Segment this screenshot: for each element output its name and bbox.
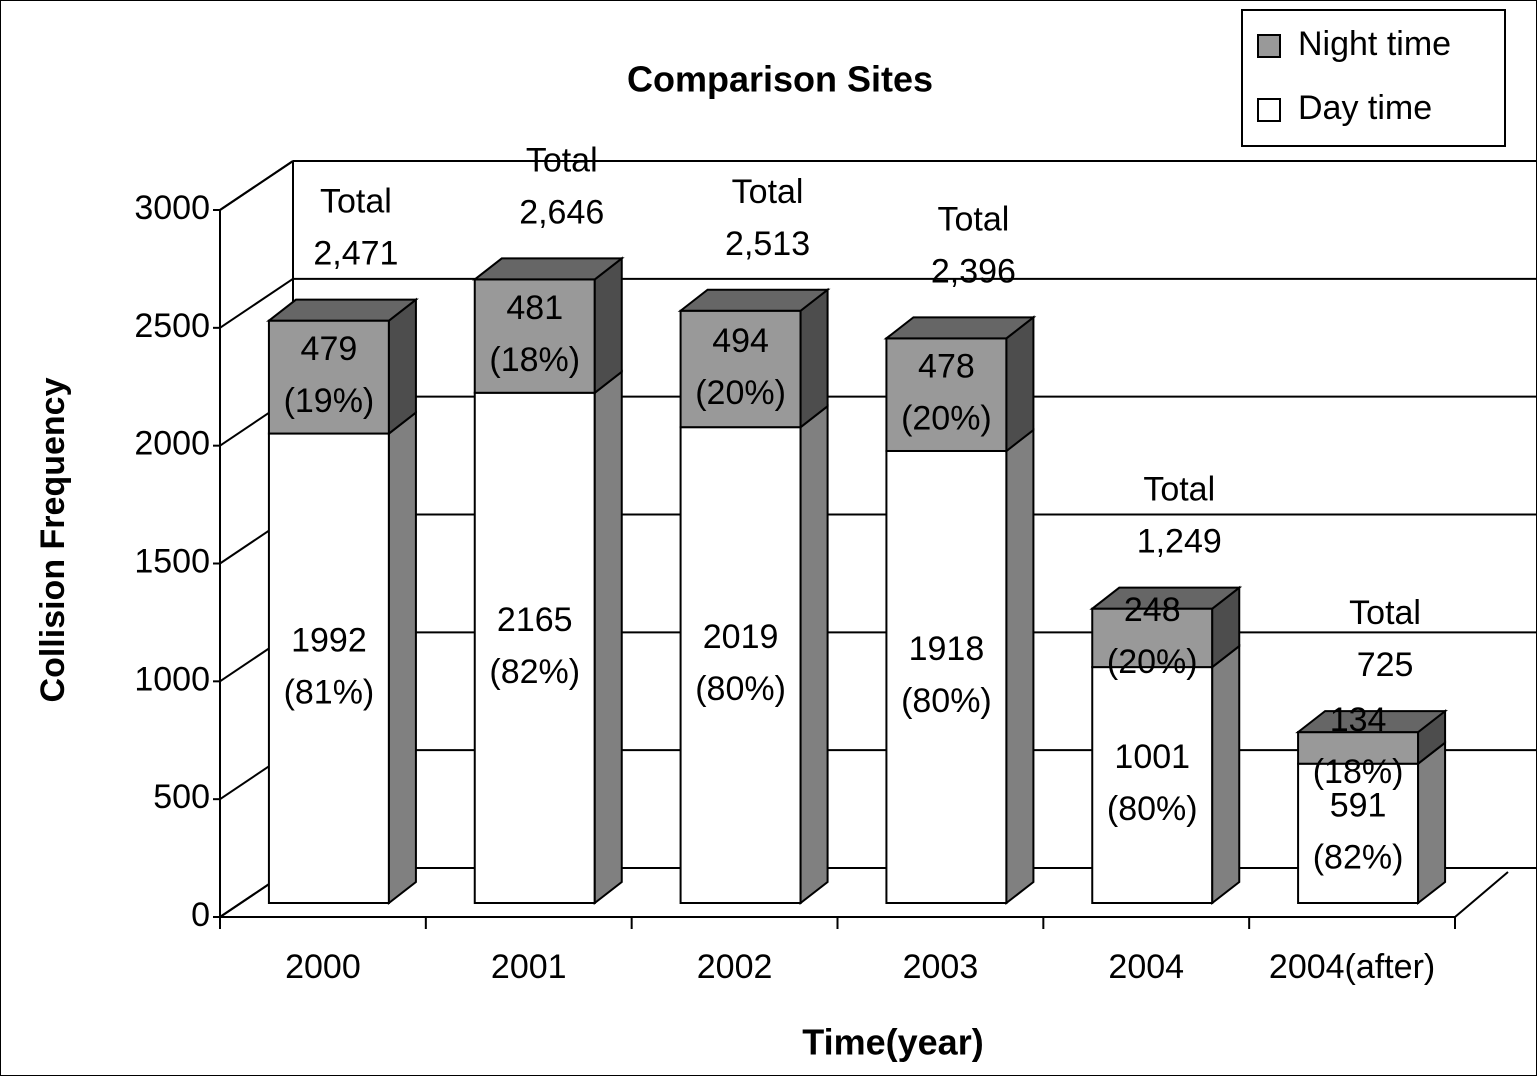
x-tick-label: 2004(after) <box>1269 948 1435 986</box>
value-label: 1992 <box>291 621 367 659</box>
legend-label: Day time <box>1298 89 1432 127</box>
value-label: (82%) <box>1313 838 1404 876</box>
value-label: 494 <box>712 322 769 360</box>
value-label: (18%) <box>489 341 580 379</box>
bar-front <box>885 337 1008 452</box>
x-tick-label: 2001 <box>491 948 567 986</box>
bar-front <box>473 391 596 904</box>
grid-line <box>219 160 294 211</box>
value-label: 2019 <box>703 618 779 656</box>
y-tick-label: 3000 <box>134 189 210 227</box>
bar-side <box>387 410 417 906</box>
value-label: (80%) <box>901 682 992 720</box>
y-axis-label: Collision Frequency <box>34 377 72 702</box>
value-label: (18%) <box>1313 753 1404 791</box>
total-label: 2,646 <box>519 193 604 231</box>
total-label: Total <box>526 141 598 179</box>
value-label: (82%) <box>489 653 580 691</box>
bar-front <box>679 426 802 904</box>
chart-title: Comparison Sites <box>627 59 933 100</box>
bar-side <box>1005 315 1035 454</box>
total-label: 725 <box>1357 646 1414 684</box>
value-label: 1918 <box>909 630 985 668</box>
bar-side <box>593 369 623 906</box>
legend <box>1241 9 1506 147</box>
value-label: (80%) <box>1107 790 1198 828</box>
value-label: 481 <box>506 289 563 327</box>
y-tick-label: 0 <box>191 896 210 934</box>
total-label: 1,249 <box>1137 523 1222 561</box>
total-label: Total <box>1349 594 1421 632</box>
bar-side <box>1005 427 1035 906</box>
value-label: 2165 <box>497 601 573 639</box>
bar-side <box>387 297 417 436</box>
total-label: Total <box>732 173 804 211</box>
bar-front <box>1091 666 1214 904</box>
value-label: 1001 <box>1114 738 1190 776</box>
total-label: Total <box>938 200 1010 238</box>
legend-swatch <box>1257 34 1281 58</box>
bar-front <box>267 432 390 904</box>
bar-top <box>1089 586 1243 610</box>
value-label: (81%) <box>284 673 375 711</box>
bar-side <box>799 404 829 906</box>
bar-top <box>266 298 419 322</box>
bar-top <box>1295 710 1448 734</box>
bar-top <box>883 316 1037 340</box>
bar-top <box>677 288 831 312</box>
x-axis-label: Time(year) <box>802 1022 983 1063</box>
value-label: 479 <box>301 330 358 368</box>
value-label: 248 <box>1124 591 1181 629</box>
x-tick-label: 2004 <box>1108 948 1184 986</box>
value-label: 478 <box>918 348 975 386</box>
bar-front <box>885 449 1008 904</box>
value-label: (19%) <box>284 382 375 420</box>
x-tick-label: 2003 <box>903 948 979 986</box>
total-label: Total <box>320 183 392 221</box>
total-label: Total <box>1143 471 1215 509</box>
bar-top <box>471 257 625 281</box>
value-label: (20%) <box>1107 643 1198 681</box>
bar-side <box>1417 740 1447 906</box>
bar-side <box>1211 644 1241 906</box>
y-tick-label: 1000 <box>134 660 210 698</box>
x-tick-label: 2000 <box>285 948 361 986</box>
total-label: 2,471 <box>313 235 398 273</box>
legend-swatch <box>1257 98 1281 122</box>
x-tick-label: 2002 <box>697 948 773 986</box>
y-tick-label: 500 <box>153 778 210 816</box>
bar-front <box>473 278 596 394</box>
total-label: 2,396 <box>931 252 1016 290</box>
bar-side <box>593 256 623 395</box>
value-label: 591 <box>1330 786 1387 824</box>
value-label: (80%) <box>695 670 786 708</box>
y-tick-label: 2500 <box>134 307 210 345</box>
value-label: (20%) <box>901 400 992 438</box>
y-tick-label: 2000 <box>134 425 210 463</box>
total-label: 2,513 <box>725 225 810 263</box>
y-tick-label: 1500 <box>134 542 210 580</box>
value-label: (20%) <box>695 374 786 412</box>
value-label: 134 <box>1330 701 1387 739</box>
legend-label: Night time <box>1298 25 1451 63</box>
bar-side <box>799 287 829 430</box>
grid-line <box>219 278 294 329</box>
